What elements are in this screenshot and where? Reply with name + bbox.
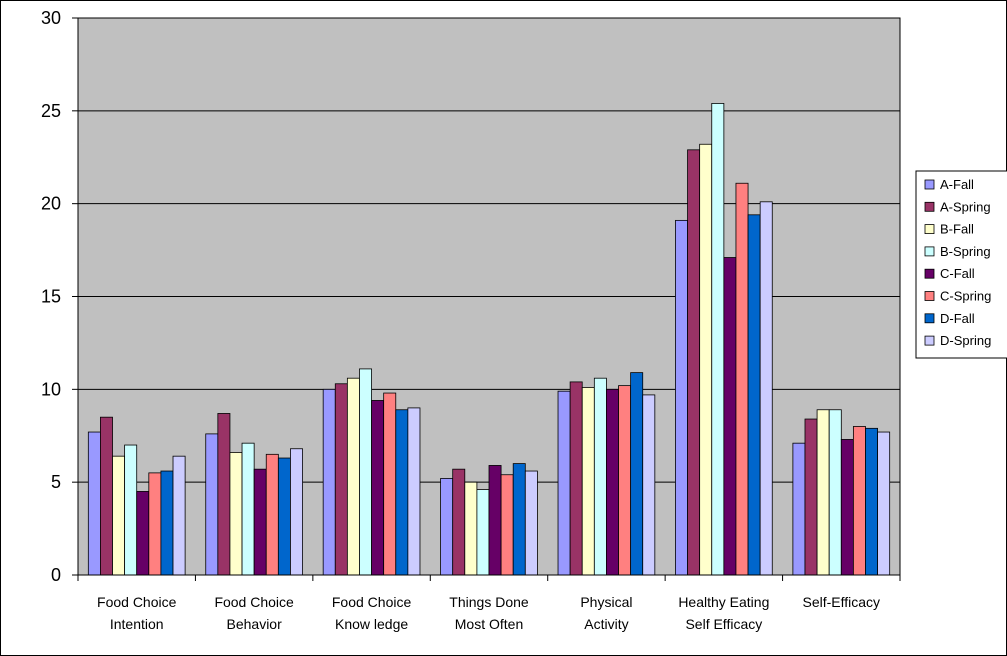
- bar-a-fall: [205, 433, 219, 576]
- y-tick-label: 10: [41, 379, 61, 399]
- legend-label: B-Fall: [940, 222, 974, 237]
- bar-a-spring: [452, 468, 466, 576]
- bars: [87, 103, 891, 576]
- bar-d-fall: [512, 463, 526, 576]
- category-label: Self-Efficacy: [803, 594, 881, 610]
- legend-label: C-Spring: [940, 289, 991, 304]
- bar-a-fall: [675, 219, 688, 576]
- bar-c-fall: [840, 439, 854, 576]
- bar-d-spring: [524, 470, 538, 576]
- axes: [72, 17, 901, 581]
- bar-a-spring: [569, 381, 583, 576]
- y-tick-label: 5: [51, 472, 61, 492]
- legend-label: A-Fall: [940, 177, 974, 192]
- bar-d-spring: [877, 431, 891, 576]
- bar-a-spring: [334, 383, 348, 576]
- bar-c-spring: [500, 474, 514, 576]
- bar-b-fall: [581, 387, 595, 576]
- legend-label: B-Spring: [940, 244, 991, 259]
- bar-b-fall: [346, 377, 360, 576]
- bar-d-fall: [160, 470, 174, 576]
- legend-label: C-Fall: [940, 266, 975, 281]
- legend-swatch: [924, 291, 935, 301]
- bar-d-spring: [642, 394, 656, 576]
- bar-c-spring: [383, 392, 397, 576]
- legend-label: D-Spring: [940, 333, 991, 348]
- category-label: Self Efficacy: [685, 616, 762, 632]
- category-label: Food Choice: [214, 594, 294, 610]
- category-label: Physical: [580, 594, 632, 610]
- bar-c-spring: [265, 453, 279, 576]
- bar-d-fall: [630, 372, 644, 576]
- legend: A-Fall A-Spring B-Fall B-Spring C-Fall C-Spri…: [915, 170, 1007, 359]
- bar-a-fall: [792, 442, 806, 576]
- bar-c-spring: [735, 182, 749, 576]
- legend-swatch: [924, 268, 935, 279]
- bar-c-fall: [371, 400, 385, 576]
- bar-d-fall: [865, 427, 878, 576]
- bar-c-spring: [852, 426, 866, 576]
- legend-swatch: [924, 224, 935, 235]
- legend-label: D-Fall: [940, 311, 975, 326]
- bar-a-fall: [322, 388, 336, 576]
- bar-d-spring: [407, 407, 421, 576]
- y-tick-labels: 0 5 10 15 20 25 30: [41, 8, 61, 585]
- bar-b-spring: [124, 444, 138, 576]
- bar-b-spring: [359, 368, 372, 576]
- legend-swatch: [924, 335, 935, 346]
- bar-b-spring: [828, 409, 842, 576]
- legend-label: A-Spring: [940, 199, 991, 214]
- legend-swatch: [924, 246, 935, 257]
- bar-b-fall: [464, 481, 478, 576]
- bar-c-spring: [148, 472, 162, 576]
- bar-d-spring: [759, 201, 773, 576]
- bar-c-fall: [136, 491, 150, 576]
- bar-a-fall: [440, 478, 454, 576]
- bar-b-fall: [112, 455, 126, 576]
- category-label: Intention: [110, 616, 164, 632]
- bar-b-spring: [241, 442, 255, 576]
- bar-a-spring: [100, 416, 113, 576]
- y-tick-label: 15: [41, 287, 61, 307]
- bar-b-spring: [711, 103, 725, 576]
- category-label: Activity: [584, 616, 628, 632]
- bar-d-fall: [277, 457, 291, 576]
- bar-a-fall: [87, 431, 101, 576]
- bar-b-fall: [699, 143, 713, 576]
- bar-b-spring: [476, 489, 490, 576]
- category-label: Behavior: [227, 616, 283, 632]
- y-tick-label: 25: [41, 101, 61, 121]
- category-label: Most Often: [455, 616, 523, 632]
- bar-d-spring: [290, 448, 303, 576]
- bar-b-fall: [816, 409, 830, 576]
- category-label: Food Choice: [97, 594, 177, 610]
- legend-swatch: [924, 201, 935, 212]
- category-label: Things Done: [449, 594, 529, 610]
- bar-c-fall: [723, 257, 737, 576]
- legend-swatch: [924, 179, 935, 190]
- bar-b-spring: [593, 377, 607, 576]
- y-tick-label: 0: [51, 565, 61, 585]
- legend-swatch: [924, 313, 935, 324]
- bar-d-fall: [395, 409, 409, 576]
- bar-a-spring: [687, 149, 701, 576]
- bar-c-fall: [253, 468, 267, 576]
- category-label: Healthy Eating: [678, 594, 769, 610]
- bar-c-fall: [606, 388, 619, 576]
- category-label: Know ledge: [335, 616, 408, 632]
- category-label: Food Choice: [332, 594, 412, 610]
- bar-a-fall: [557, 390, 571, 576]
- bar-d-spring: [172, 455, 186, 576]
- y-tick-label: 20: [41, 194, 61, 214]
- bar-a-spring: [804, 418, 818, 576]
- bar-d-fall: [747, 214, 761, 576]
- bar-a-spring: [217, 413, 231, 576]
- y-tick-label: 30: [41, 8, 61, 28]
- bar-b-fall: [229, 452, 243, 576]
- bar-c-fall: [488, 465, 502, 576]
- category-labels: Food Choice Intention Food Choice Behavior F…: [97, 594, 880, 632]
- bar-c-spring: [618, 385, 632, 576]
